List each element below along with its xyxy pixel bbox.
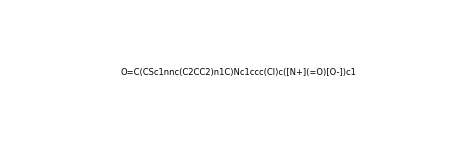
- Text: O=C(CSc1nnc(C2CC2)n1C)Nc1ccc(Cl)c([N+](=O)[O-])c1: O=C(CSc1nnc(C2CC2)n1C)Nc1ccc(Cl)c([N+](=…: [121, 68, 357, 77]
